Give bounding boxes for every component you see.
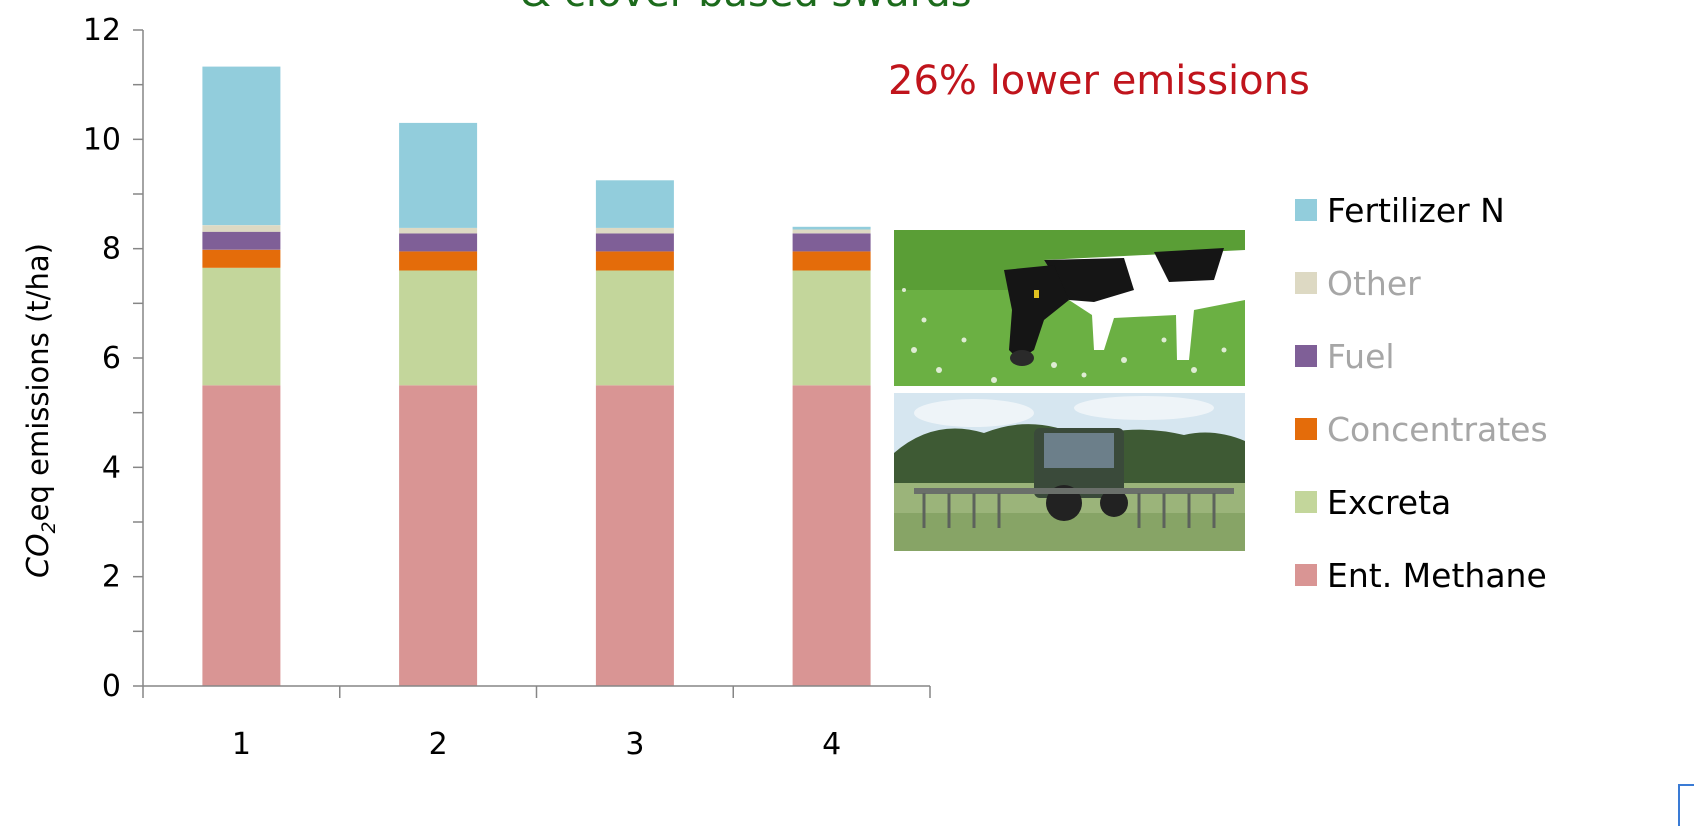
legend-label: Fertilizer N <box>1327 190 1505 230</box>
bar-other-4 <box>792 229 871 234</box>
legend-label: Excreta <box>1327 482 1452 522</box>
legend-item-excreta: Excreta <box>1295 482 1451 522</box>
legend-item-concentrates: Concentrates <box>1295 409 1548 449</box>
legend-item-ent-methane: Ent. Methane <box>1295 555 1547 595</box>
legend-label: Ent. Methane <box>1327 555 1547 595</box>
bar-other-3 <box>595 227 674 234</box>
emissions-annotation: 26% lower emissions <box>888 58 1310 104</box>
y-tick-label: 10 <box>83 122 121 157</box>
bar-fuel-2 <box>399 233 478 252</box>
bar-concentrates-2 <box>399 251 478 271</box>
y-axis-label: CO2eq emissions (t/ha) <box>21 243 60 578</box>
bars-layer <box>202 66 871 686</box>
y-tick-label: 0 <box>102 669 121 704</box>
y-axis-label-rest: eq emissions (t/ha) <box>21 243 55 521</box>
bar-other-1 <box>202 225 281 232</box>
y-axis-label-co: CO <box>21 533 56 578</box>
bar-fertilizer-n-4 <box>792 226 871 230</box>
legend-swatch <box>1295 564 1317 586</box>
legend-swatch <box>1295 199 1317 221</box>
bar-excreta-4 <box>792 270 871 386</box>
bar-fertilizer-n-2 <box>399 122 478 228</box>
legend-item-fertilizer-n: Fertilizer N <box>1295 190 1505 230</box>
bar-fertilizer-n-1 <box>202 66 281 226</box>
legend-label: Other <box>1327 263 1421 303</box>
legend-item-other: Other <box>1295 263 1421 303</box>
y-axis-label-subscript: 2 <box>38 521 60 533</box>
y-tick-label: 6 <box>102 341 121 376</box>
bar-ent-methane-2 <box>399 385 478 686</box>
legend-swatch <box>1295 418 1317 440</box>
bar-concentrates-1 <box>202 249 281 268</box>
x-tick-label: 1 <box>232 727 251 762</box>
bar-excreta-3 <box>595 270 674 386</box>
legend-swatch <box>1295 345 1317 367</box>
legend-label: Fuel <box>1327 336 1395 376</box>
bar-concentrates-3 <box>595 251 674 271</box>
chart-title: & clover-based swards <box>520 0 972 16</box>
bar-excreta-2 <box>399 270 478 386</box>
bar-ent-methane-3 <box>595 385 674 686</box>
legend-item-fuel: Fuel <box>1295 336 1395 376</box>
bar-excreta-1 <box>202 267 281 386</box>
bar-fuel-1 <box>202 231 281 250</box>
y-tick-label: 12 <box>83 13 121 48</box>
bar-other-2 <box>399 227 478 234</box>
y-tick-label: 8 <box>102 232 121 267</box>
legend-swatch <box>1295 491 1317 513</box>
legend-swatch <box>1295 272 1317 294</box>
bar-concentrates-4 <box>792 251 871 271</box>
y-tick-label: 4 <box>102 450 121 485</box>
tractor-slurry-spreader-photo <box>894 393 1245 551</box>
corner-bracket-mark <box>1678 784 1694 826</box>
bar-ent-methane-4 <box>792 385 871 686</box>
x-tick-label: 4 <box>822 727 841 762</box>
legend-label: Concentrates <box>1327 409 1548 449</box>
bar-ent-methane-1 <box>202 385 281 686</box>
x-tick-label: 2 <box>429 727 448 762</box>
bar-fuel-3 <box>595 233 674 252</box>
y-tick-label: 2 <box>102 560 121 595</box>
x-tick-label: 3 <box>625 727 644 762</box>
bar-fertilizer-n-3 <box>595 180 674 228</box>
cow-grazing-photo <box>894 230 1245 386</box>
bar-fuel-4 <box>792 233 871 252</box>
